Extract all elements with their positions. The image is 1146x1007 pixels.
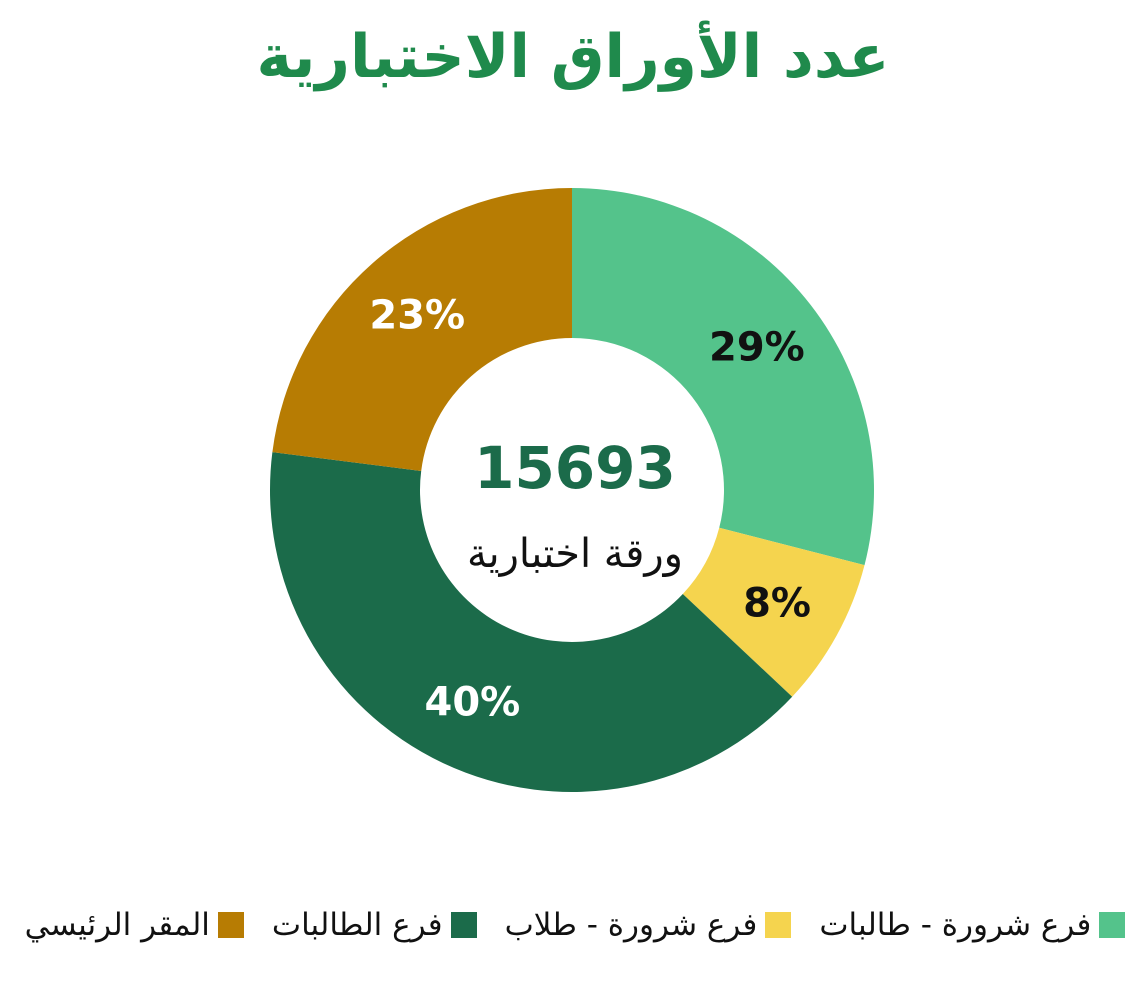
legend-swatch [1099, 912, 1126, 938]
legend-swatch [217, 912, 244, 938]
donut-slice-2 [269, 452, 793, 792]
donut-slice-3 [272, 188, 572, 471]
legend-item-female-branch: فرع الطالبات [272, 907, 477, 943]
donut-slice-1 [682, 527, 865, 697]
legend-swatch [450, 912, 477, 938]
slice-label-0: 29% [709, 325, 805, 371]
slice-label-3: 23% [369, 292, 465, 338]
legend-item-sharurah-female: فرع شرورة - طالبات [819, 907, 1126, 943]
donut-slices [269, 188, 874, 792]
legend-item-main-hq: المقر الرئيسي [25, 907, 244, 943]
legend-label: فرع الطالبات [271, 907, 443, 943]
slice-labels: 29% 8% 40% 23% [369, 292, 811, 725]
donut-slice-0 [572, 188, 874, 566]
center-total-value: 15693 [474, 434, 676, 502]
slice-label-1: 8% [743, 581, 811, 627]
legend-item-sharurah-male: فرع شرورة - طلاب [505, 907, 792, 943]
legend-label: فرع شرورة - طلاب [504, 907, 758, 943]
legend-swatch [765, 912, 792, 938]
slice-label-2: 40% [424, 680, 520, 726]
center-total-sublabel: ورقة اختبارية [467, 531, 683, 577]
chart-legend: المقر الرئيسي فرع الطالبات فرع شرورة - ط… [20, 900, 1130, 950]
legend-label: المقر الرئيسي [24, 907, 210, 943]
chart-title: عدد الأوراق الاختبارية [256, 22, 890, 92]
legend-label: فرع شرورة - طالبات [819, 907, 1092, 943]
